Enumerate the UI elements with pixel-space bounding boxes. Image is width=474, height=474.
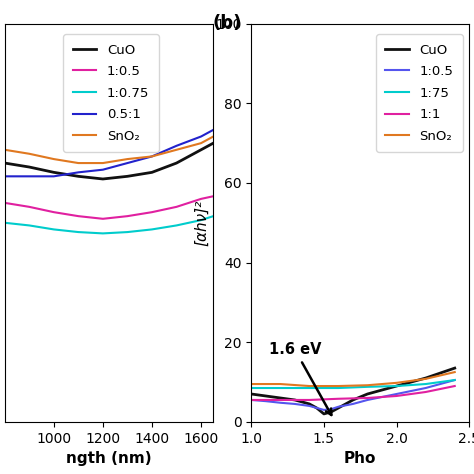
Text: (b): (b) xyxy=(213,14,242,32)
Legend: CuO, 1:0.5, 1:0.75, 0.5:1, SnO₂: CuO, 1:0.5, 1:0.75, 0.5:1, SnO₂ xyxy=(64,34,159,152)
Y-axis label: [αhν]²: [αhν]² xyxy=(194,200,210,246)
Text: 1.6 eV: 1.6 eV xyxy=(269,342,331,415)
Legend: CuO, 1:0.5, 1:75, 1:1, SnO₂: CuO, 1:0.5, 1:75, 1:1, SnO₂ xyxy=(376,34,463,152)
X-axis label: ngth (nm): ngth (nm) xyxy=(66,451,152,466)
X-axis label: Pho: Pho xyxy=(344,451,376,466)
